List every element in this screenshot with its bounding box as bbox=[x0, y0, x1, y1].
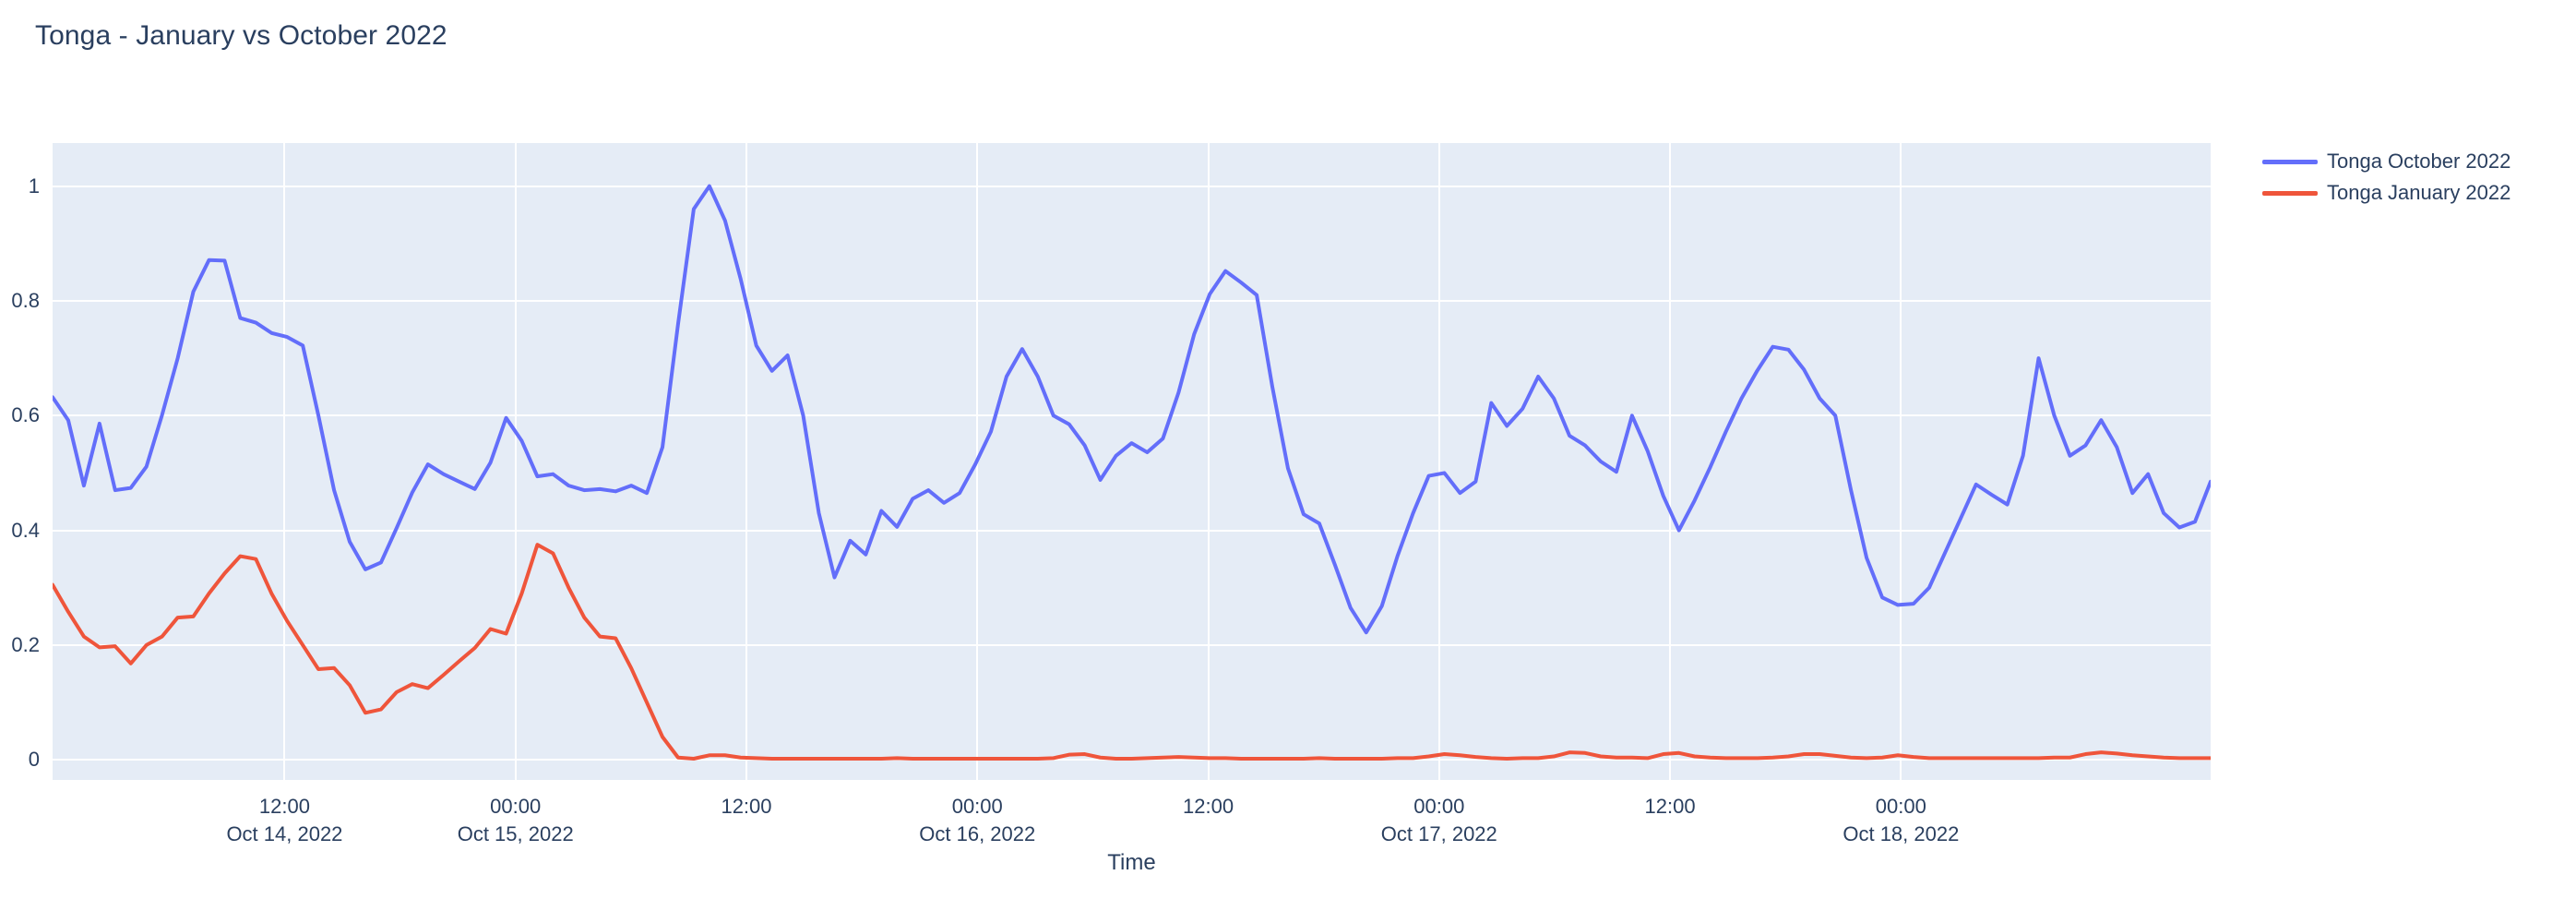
gridline-horizontal bbox=[53, 643, 2211, 646]
x-axis-title: Time bbox=[1107, 850, 1156, 875]
legend-item[interactable]: Tonga October 2022 bbox=[2262, 146, 2567, 177]
x-axis-tick-label: 00:00 Oct 15, 2022 bbox=[458, 793, 574, 848]
x-tick-time: 00:00 bbox=[490, 795, 542, 818]
x-tick-date: Oct 15, 2022 bbox=[457, 822, 574, 845]
x-axis-tick-label: 00:00 Oct 17, 2022 bbox=[1381, 793, 1497, 848]
gridline-vertical bbox=[283, 143, 286, 780]
gridline-vertical bbox=[1437, 143, 1440, 780]
series-line bbox=[53, 543, 2211, 761]
gridline-vertical bbox=[1207, 143, 1210, 780]
chart-legend: Tonga October 2022 Tonga January 2022 bbox=[2262, 146, 2567, 209]
x-tick-time: 12:00 bbox=[258, 795, 310, 818]
series-lines bbox=[53, 184, 2211, 761]
legend-color-swatch-icon bbox=[2262, 159, 2318, 164]
x-tick-time: 00:00 bbox=[951, 795, 1003, 818]
y-axis-tick-label: 0.4 bbox=[11, 518, 40, 542]
x-axis-tick-label: 12:00 bbox=[1183, 793, 1234, 821]
gridline-horizontal bbox=[53, 414, 2211, 417]
x-tick-date: Oct 14, 2022 bbox=[226, 822, 343, 845]
x-axis: 12:00 Oct 14, 2022 00:00 Oct 15, 2022 12:00 0… bbox=[53, 780, 2211, 863]
legend-item-label: Tonga January 2022 bbox=[2327, 181, 2511, 204]
series-line bbox=[53, 184, 2211, 635]
x-axis-tick-label: 12:00 Oct 14, 2022 bbox=[226, 793, 342, 848]
x-tick-date: Oct 17, 2022 bbox=[1380, 822, 1497, 845]
x-axis-tick-label: 12:00 bbox=[721, 793, 771, 821]
chart-title: Tonga - January vs October 2022 bbox=[35, 20, 447, 51]
gridline-horizontal bbox=[53, 185, 2211, 187]
legend-item[interactable]: Tonga January 2022 bbox=[2262, 177, 2567, 209]
y-axis-tick-label: 0.6 bbox=[11, 403, 40, 427]
x-tick-date: Oct 18, 2022 bbox=[1843, 822, 1960, 845]
x-axis-tick-label: 12:00 bbox=[1645, 793, 1696, 821]
x-tick-time: 00:00 bbox=[1875, 795, 1926, 818]
gridline-vertical bbox=[1900, 143, 1902, 780]
x-tick-time: 12:00 bbox=[721, 795, 772, 818]
gridline-vertical bbox=[745, 143, 747, 780]
x-tick-time: 12:00 bbox=[1183, 795, 1234, 818]
x-tick-time: 00:00 bbox=[1413, 795, 1465, 818]
y-axis-tick-label: 0.2 bbox=[11, 632, 40, 656]
y-axis: 0 0.2 0.4 0.6 0.8 1 bbox=[0, 143, 40, 780]
x-axis-tick-label: 00:00 Oct 18, 2022 bbox=[1843, 793, 1959, 848]
gridline-horizontal bbox=[53, 529, 2211, 532]
x-tick-date: Oct 16, 2022 bbox=[919, 822, 1036, 845]
legend-color-swatch-icon bbox=[2262, 190, 2318, 196]
y-axis-tick-label: 0 bbox=[28, 748, 40, 772]
gridline-vertical bbox=[1669, 143, 1672, 780]
plot-area bbox=[53, 143, 2211, 780]
gridline-horizontal bbox=[53, 299, 2211, 302]
y-axis-tick-label: 0.8 bbox=[11, 288, 40, 312]
x-axis-tick-label: 00:00 Oct 16, 2022 bbox=[919, 793, 1035, 848]
legend-item-label: Tonga October 2022 bbox=[2327, 150, 2511, 173]
gridline-vertical bbox=[514, 143, 517, 780]
y-axis-tick-label: 1 bbox=[28, 174, 40, 198]
x-tick-time: 12:00 bbox=[1644, 795, 1696, 818]
